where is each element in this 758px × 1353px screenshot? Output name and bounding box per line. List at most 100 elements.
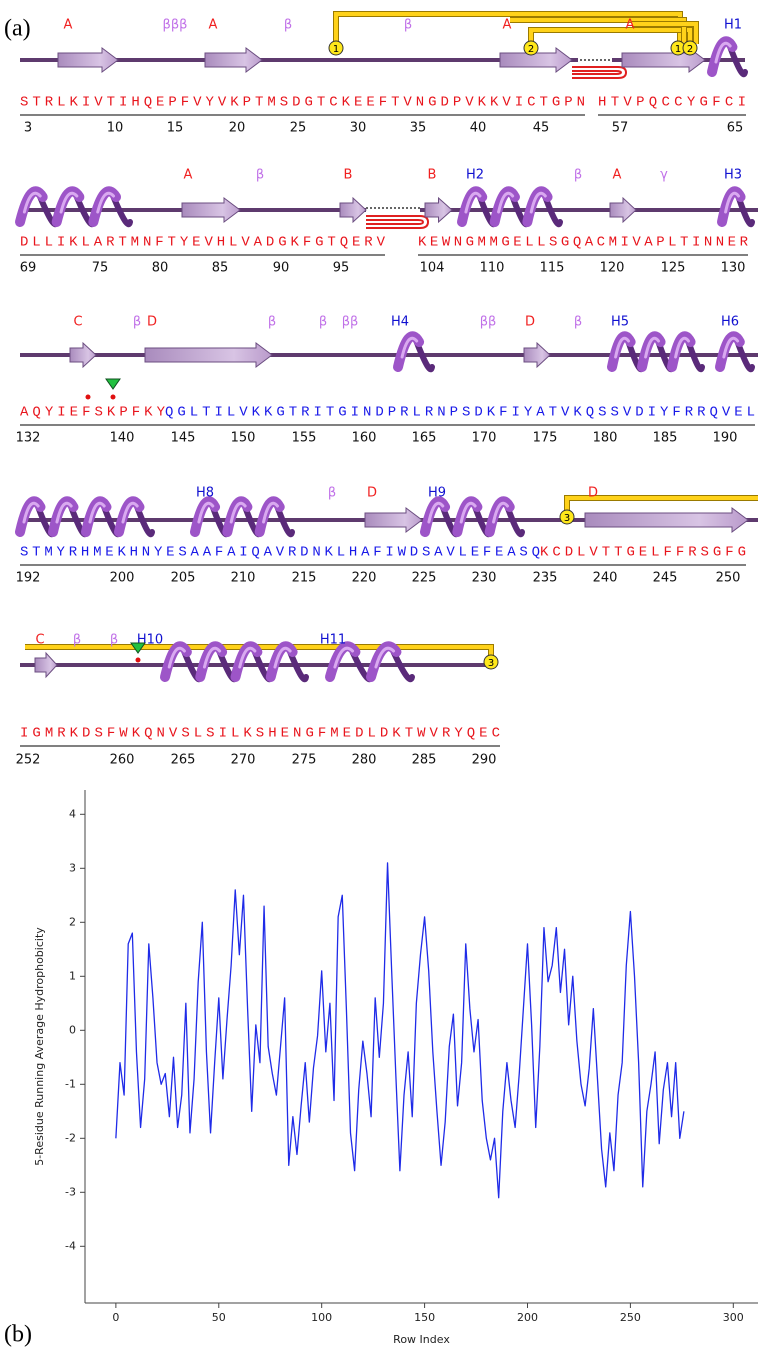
- helix-highlight: [614, 336, 630, 359]
- helix-highlight: [722, 336, 740, 359]
- strand: [181, 197, 241, 223]
- helix-highlight: [724, 191, 740, 214]
- disulfide-label: 3: [564, 513, 570, 524]
- residue-number: 85: [212, 261, 229, 276]
- structure-label: D: [367, 486, 377, 501]
- helix-back: [542, 194, 563, 228]
- helix-highlight: [238, 646, 257, 669]
- structure-label: β: [574, 168, 582, 183]
- structure-label: β: [73, 633, 81, 648]
- residue-number: 260: [110, 753, 135, 768]
- residue-number: 75: [92, 261, 109, 276]
- residue-number: 235: [533, 571, 558, 586]
- strand: [339, 196, 367, 224]
- residue-number: 69: [20, 261, 37, 276]
- structure-label: β: [110, 633, 118, 648]
- residue-number: 192: [16, 571, 41, 586]
- helix-highlight: [333, 646, 355, 669]
- site-dot: [110, 394, 116, 400]
- helix-highlight: [374, 646, 396, 669]
- helix-back: [390, 649, 415, 683]
- residue-number: 155: [292, 431, 317, 446]
- residue-number: 125: [661, 261, 686, 276]
- strand: [144, 342, 273, 368]
- structure-label: γ: [660, 168, 668, 183]
- structure-label: B: [428, 168, 437, 183]
- residue-number: 250: [716, 571, 741, 586]
- sequence: KEWNGMMGELLSGQACMIVAPLTINNER: [418, 235, 749, 251]
- strand: [523, 341, 551, 369]
- strand: [69, 341, 97, 369]
- x-tick-label: 200: [517, 1311, 538, 1324]
- residue-number: 205: [171, 571, 196, 586]
- residue-number: 245: [653, 571, 678, 586]
- helix-highlight: [88, 501, 106, 524]
- residue-number: 240: [593, 571, 618, 586]
- residue-number: 115: [540, 261, 565, 276]
- strand: [364, 507, 423, 533]
- helix-highlight: [167, 646, 186, 669]
- sequence: QGLTILVKKGTRITGINDPRLRNPSDKFIYATVKQSSVDI…: [165, 405, 755, 421]
- y-tick-label: -4: [65, 1239, 76, 1252]
- helix-highlight: [674, 336, 690, 359]
- x-tick-label: 100: [311, 1311, 332, 1324]
- structure-label: H11: [320, 633, 346, 648]
- structure-label: H8: [196, 486, 214, 501]
- helix-highlight: [464, 191, 482, 214]
- residue-number: 80: [152, 261, 169, 276]
- residue-number: 45: [533, 121, 550, 136]
- residue-number: 220: [352, 571, 377, 586]
- helix-back: [734, 339, 755, 373]
- x-axis-label: Row Index: [393, 1333, 450, 1346]
- residue-number: 130: [721, 261, 746, 276]
- strand: [584, 507, 749, 533]
- structure-label: β: [404, 18, 412, 33]
- helix-highlight: [121, 501, 139, 524]
- disulfide-site: [328, 40, 344, 56]
- site-triangle: [105, 378, 121, 390]
- disulfide-site: [523, 40, 539, 56]
- helix-highlight: [202, 646, 222, 669]
- structure-label: β: [133, 315, 141, 330]
- residue-number: 165: [412, 431, 437, 446]
- structure-label: H6: [721, 315, 739, 330]
- disulfide: [510, 18, 686, 44]
- helix-back: [134, 504, 155, 538]
- residue-number: 145: [171, 431, 196, 446]
- sequence: KCDLVTTGELFFRSGFG: [540, 545, 746, 561]
- beta-hairpin: [572, 66, 628, 79]
- residue-number: 10: [107, 121, 124, 136]
- disulfide-label: 2: [528, 44, 534, 55]
- data-line: [115, 862, 685, 1199]
- residue-number: 200: [110, 571, 135, 586]
- disulfide-label: 1: [333, 44, 339, 55]
- disulfide-outline: [528, 27, 693, 48]
- beta-hairpin: [366, 219, 425, 225]
- structure-label: D: [588, 486, 598, 501]
- helix-highlight: [197, 501, 215, 524]
- residue-number: 65: [727, 121, 744, 136]
- structure-label: β: [268, 315, 276, 330]
- strand: [609, 196, 637, 224]
- residue-number: 160: [352, 431, 377, 446]
- residue-number: 140: [110, 431, 135, 446]
- beta-hairpin: [572, 70, 623, 75]
- structure-label: A: [64, 18, 73, 33]
- disulfide-label: 2: [687, 44, 693, 55]
- structure-label: B: [344, 168, 353, 183]
- x-tick-label: 150: [414, 1311, 435, 1324]
- helix-back: [727, 44, 748, 78]
- y-axis-label: 5-Residue Running Average Hydrophobicity: [33, 927, 46, 1166]
- helix-back: [287, 649, 309, 683]
- residue-number: 20: [229, 121, 246, 136]
- strand: [424, 196, 453, 224]
- structure-label: D: [525, 315, 535, 330]
- helix-back: [274, 504, 295, 538]
- residue-number: 30: [350, 121, 367, 136]
- residue-number: 40: [470, 121, 487, 136]
- residue-number: 270: [231, 753, 256, 768]
- helix-highlight: [22, 501, 40, 524]
- structure-label: C: [35, 633, 44, 648]
- structure-label: H1: [724, 18, 742, 33]
